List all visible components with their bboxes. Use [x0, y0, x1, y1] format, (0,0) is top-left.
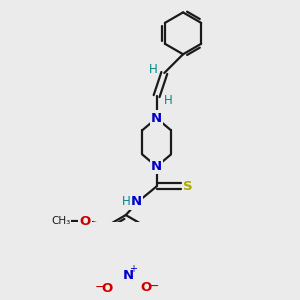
- Text: CH₃: CH₃: [51, 216, 70, 226]
- Text: N: N: [151, 160, 162, 173]
- Text: +: +: [130, 265, 137, 275]
- Text: H: H: [164, 94, 172, 106]
- Text: N: N: [122, 269, 134, 282]
- Text: −: −: [95, 281, 106, 294]
- Text: −: −: [148, 280, 159, 293]
- Text: O: O: [141, 281, 152, 294]
- Text: O: O: [80, 214, 91, 228]
- Text: N: N: [151, 112, 162, 124]
- Text: S: S: [183, 180, 193, 193]
- Text: H: H: [148, 62, 157, 76]
- Text: O: O: [102, 282, 113, 295]
- Text: N: N: [130, 195, 142, 208]
- Text: H: H: [122, 195, 130, 208]
